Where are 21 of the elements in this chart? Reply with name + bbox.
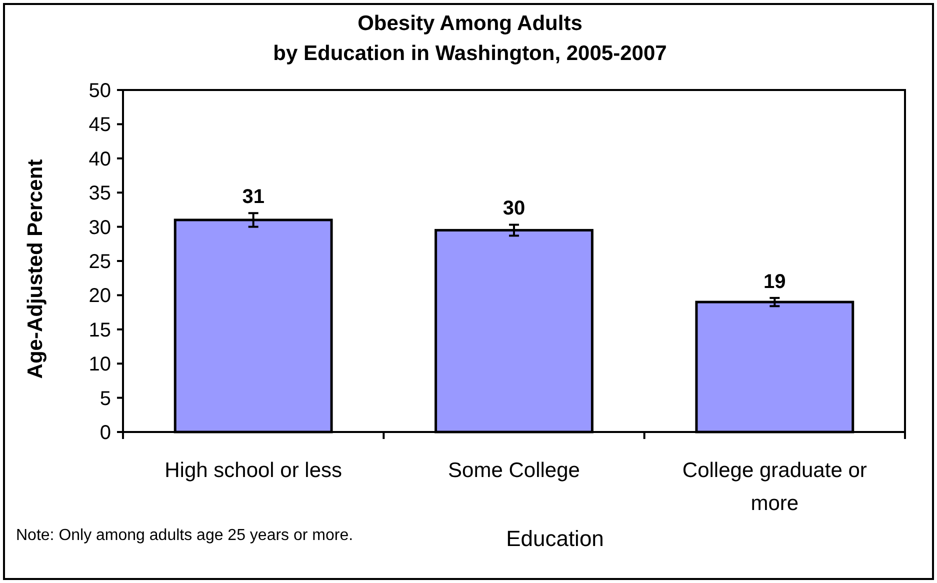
data-label: 19 bbox=[764, 270, 786, 293]
y-tick-label: 40 bbox=[88, 148, 111, 170]
text: Note: Only among adults age 25 years or more. bbox=[16, 527, 354, 544]
x-tick-label: Some College bbox=[448, 459, 580, 482]
data-label: 30 bbox=[502, 198, 526, 220]
y-tick-label: 10 bbox=[88, 354, 111, 376]
y-axis-title: Age-Adjusted Percent bbox=[24, 159, 47, 379]
y-tick-label: 25 bbox=[88, 251, 111, 273]
y-tick-label: 5 bbox=[100, 388, 111, 410]
y-tick-label: 35 bbox=[88, 182, 111, 205]
chart-title: Obesity Among Adults by Education in Washington, 2005-2007 bbox=[273, 12, 667, 65]
y-tick-label: 45 bbox=[88, 114, 111, 136]
y-tick-label: 15 bbox=[88, 319, 111, 342]
x-axis-title: Education bbox=[506, 526, 604, 551]
x-tick-label: High school or less bbox=[164, 459, 342, 482]
y-tick-label: 0 bbox=[100, 422, 111, 444]
y-tick-label: 20 bbox=[88, 285, 111, 308]
y-tick-label: 30 bbox=[88, 216, 111, 239]
data-label: 31 bbox=[242, 186, 264, 208]
y-tick-label: 50 bbox=[88, 80, 111, 102]
x-tick-label: College graduate or more bbox=[682, 459, 867, 515]
